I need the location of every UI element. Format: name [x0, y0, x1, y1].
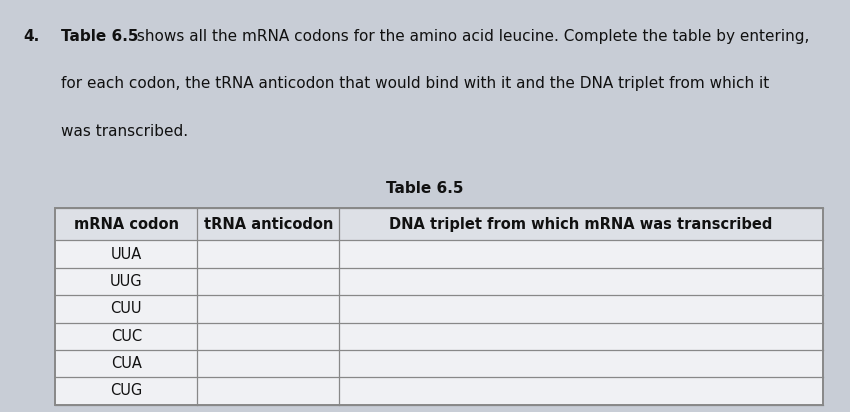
Bar: [55, 208, 823, 405]
Text: UUG: UUG: [110, 274, 143, 289]
Text: DNA triplet from which mRNA was transcribed: DNA triplet from which mRNA was transcri…: [389, 217, 773, 232]
Text: was transcribed.: was transcribed.: [61, 124, 189, 138]
Bar: [55, 208, 823, 241]
Text: mRNA codon: mRNA codon: [74, 217, 178, 232]
Text: CUA: CUA: [110, 356, 142, 371]
Text: CUG: CUG: [110, 384, 142, 398]
Bar: [55, 208, 823, 405]
Text: tRNA anticodon: tRNA anticodon: [203, 217, 333, 232]
Text: for each codon, the tRNA anticodon that would bind with it and the DNA triplet f: for each codon, the tRNA anticodon that …: [61, 76, 769, 91]
Text: 4.: 4.: [24, 29, 40, 44]
Text: shows all the mRNA codons for the amino acid leucine. Complete the table by ente: shows all the mRNA codons for the amino …: [132, 29, 809, 44]
Text: CUU: CUU: [110, 301, 142, 316]
Text: CUC: CUC: [110, 329, 142, 344]
Text: Table 6.5: Table 6.5: [386, 181, 464, 196]
Text: Table 6.5: Table 6.5: [61, 29, 139, 44]
Text: UUA: UUA: [110, 247, 142, 262]
